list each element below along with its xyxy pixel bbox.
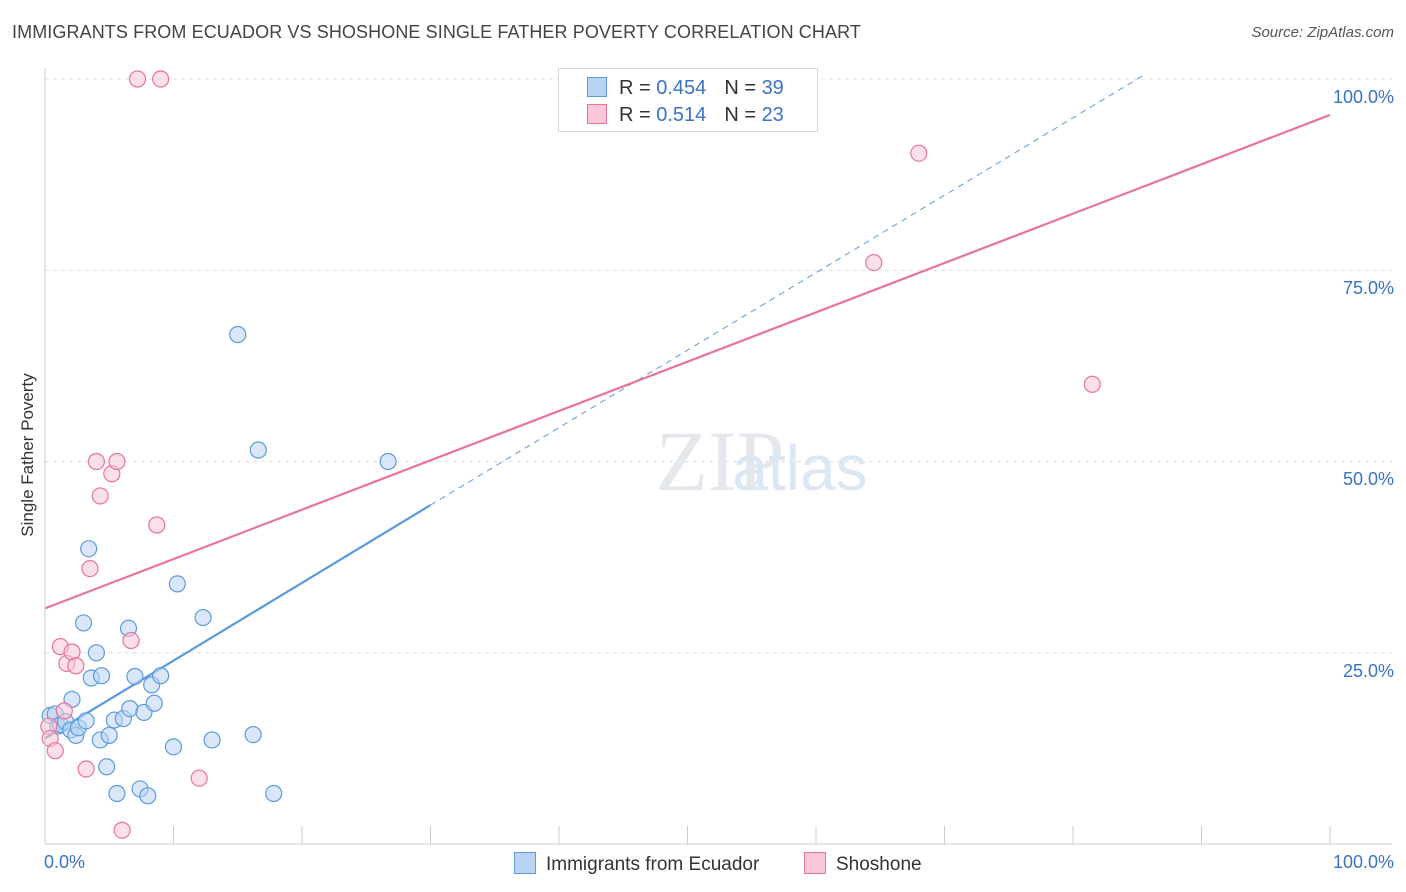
data-point-series-1 <box>190 769 208 787</box>
legend-r-label: R = <box>619 77 651 99</box>
legend-r-value-shoshone: 0.514 <box>656 104 707 126</box>
bottom-legend-ecuador: Immigrants from Ecuador <box>514 852 759 876</box>
data-point-series-0 <box>80 540 98 558</box>
data-point-series-0 <box>194 608 212 627</box>
data-point-series-0 <box>108 784 126 803</box>
legend-n-value-shoshone: 23 <box>761 104 784 126</box>
watermark-atlas: atlas <box>732 432 867 504</box>
trend-lines <box>44 74 1331 740</box>
data-point-series-0 <box>164 738 183 756</box>
data-point-series-0 <box>229 325 247 344</box>
legend-n-label: N = <box>724 104 756 126</box>
data-point-series-0 <box>87 644 106 662</box>
data-point-series-1 <box>108 452 126 471</box>
data-point-series-1 <box>77 760 95 778</box>
data-point-series-1 <box>152 70 170 88</box>
data-point-series-0 <box>100 726 118 744</box>
data-point-series-0 <box>168 575 186 593</box>
x-tick-100: 100.0% <box>1332 852 1394 872</box>
bottom-legend-shoshone: Shoshone <box>804 852 922 876</box>
trend-line-0 <box>44 504 432 740</box>
x-tick-0: 0.0% <box>44 852 86 872</box>
data-point-series-1 <box>55 702 73 720</box>
data-point-series-1 <box>122 631 140 650</box>
legend-n-label: N = <box>724 77 756 99</box>
data-point-series-0 <box>139 787 157 805</box>
data-point-series-1 <box>148 516 166 534</box>
chart-title: IMMIGRANTS FROM ECUADOR VS SHOSHONE SING… <box>12 22 861 42</box>
trend-line-extension-0 <box>430 74 1144 506</box>
bottom-legend-swatch-shoshone <box>804 852 826 874</box>
y-tick-50: 50.0% <box>1342 469 1394 489</box>
y-tick-100: 100.0% <box>1332 87 1394 107</box>
data-point-series-1 <box>113 821 131 839</box>
data-point-series-1 <box>1083 375 1101 393</box>
legend-n-value-ecuador: 39 <box>761 77 784 99</box>
data-point-series-1 <box>81 559 99 578</box>
axes <box>44 68 1392 845</box>
data-point-series-0 <box>244 726 262 744</box>
data-point-series-1 <box>128 70 147 88</box>
y-tick-25: 25.0% <box>1342 661 1394 681</box>
legend-r-label: R = <box>619 104 651 126</box>
data-point-series-0 <box>152 667 170 685</box>
data-point-series-0 <box>379 452 397 471</box>
data-point-series-1 <box>87 452 106 471</box>
data-points <box>40 70 1101 839</box>
data-point-series-1 <box>91 487 109 505</box>
data-point-series-1 <box>865 254 883 272</box>
y-tick-75: 75.0% <box>1342 278 1394 298</box>
bottom-legend-label-ecuador: Immigrants from Ecuador <box>546 854 760 875</box>
watermark-zip: ZIP <box>656 413 785 509</box>
legend-swatch-ecuador <box>587 77 607 97</box>
data-point-series-0 <box>74 614 93 632</box>
source-label: Source: ZipAtlas.com <box>1251 24 1394 41</box>
data-point-series-1 <box>67 657 85 675</box>
data-point-series-0 <box>92 667 111 685</box>
data-point-series-0 <box>98 758 116 776</box>
data-point-series-0 <box>249 441 267 459</box>
grid <box>45 78 1392 654</box>
data-point-series-0 <box>126 667 144 686</box>
bottom-legend-label-shoshone: Shoshone <box>836 854 922 875</box>
data-point-series-1 <box>46 742 64 760</box>
legend-row-shoshone: R = 0.514 N = 23 <box>587 104 784 126</box>
legend-row-ecuador: R = 0.454 N = 39 <box>587 77 784 99</box>
data-point-series-0 <box>203 731 221 749</box>
legend-r-value-ecuador: 0.454 <box>656 77 707 99</box>
y-axis-label: Single Father Poverty <box>18 373 37 537</box>
legend-swatch-shoshone <box>587 104 607 124</box>
data-point-series-0 <box>77 712 95 730</box>
bottom-legend-swatch-ecuador <box>514 852 536 874</box>
data-point-series-0 <box>145 694 163 712</box>
correlation-legend: R = 0.454 N = 39 R = 0.514 N = 23 <box>558 68 818 132</box>
trend-line-1 <box>44 113 1331 610</box>
data-point-series-0 <box>121 699 139 718</box>
data-point-series-1 <box>910 144 928 162</box>
data-point-series-0 <box>265 784 283 803</box>
